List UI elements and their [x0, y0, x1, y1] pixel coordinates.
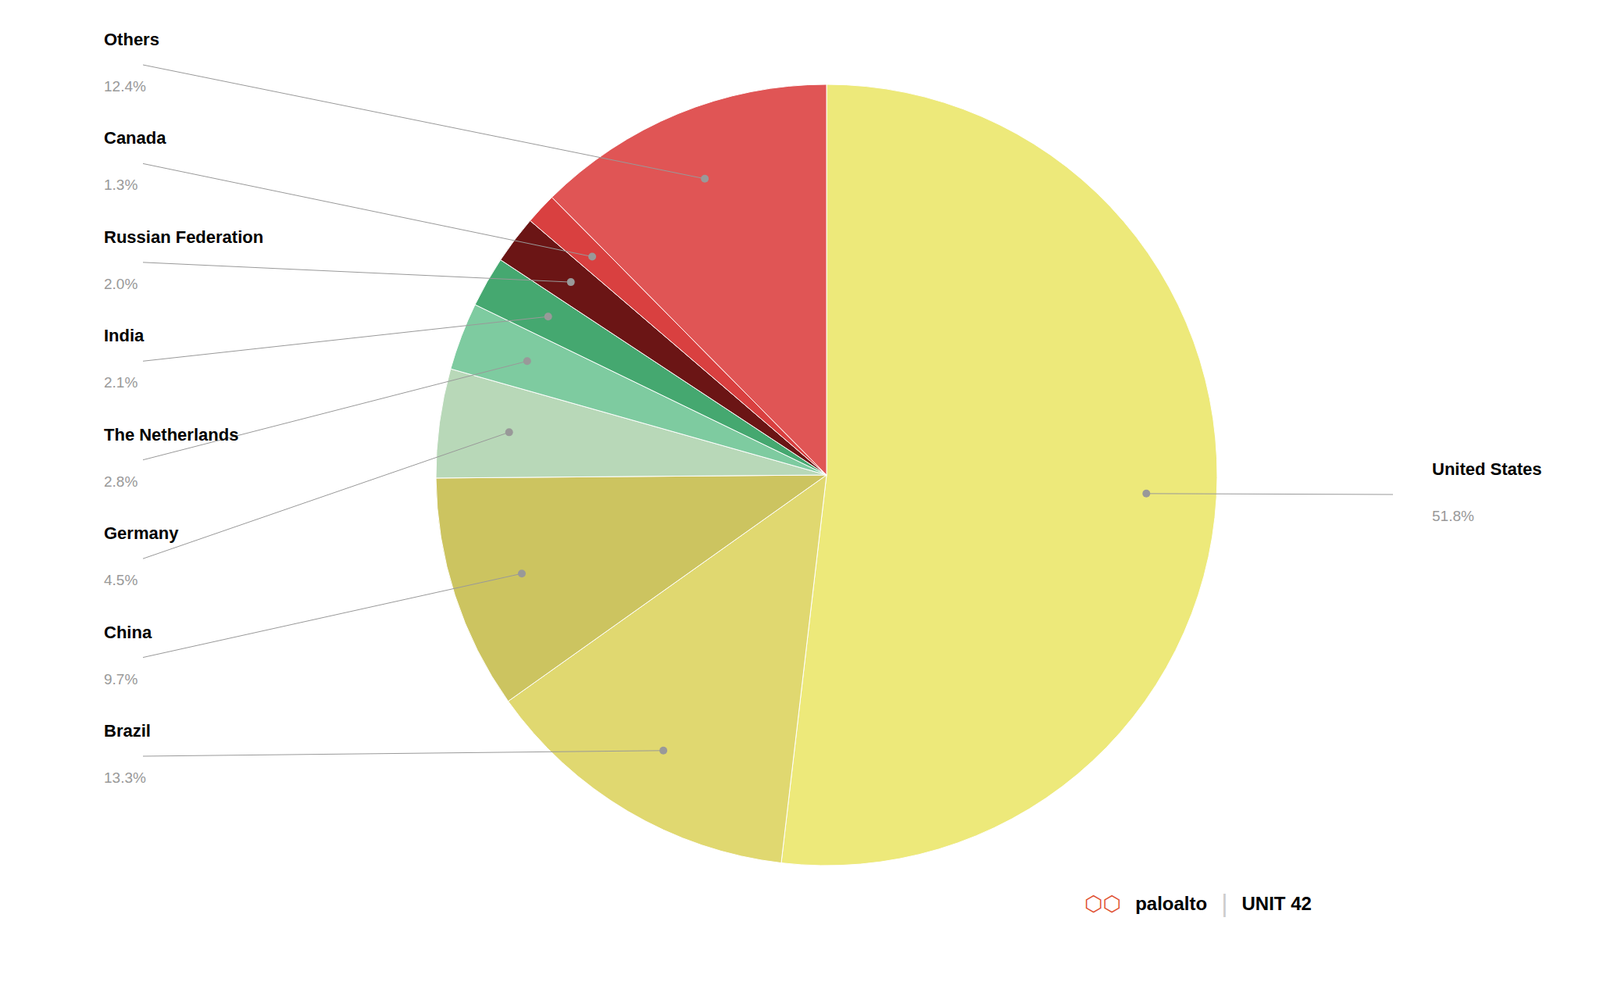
html-text:UNIT 42: UNIT 42	[1241, 892, 1312, 914]
svg-text:The Netherlands: The Netherlands	[103, 425, 239, 445]
svg-text:51.8%: 51.8%	[1432, 507, 1475, 525]
svg-text:India: India	[103, 325, 145, 346]
svg-text:Germany: Germany	[103, 523, 179, 543]
svg-text:2.8%: 2.8%	[103, 473, 138, 490]
svg-text:Canada: Canada	[103, 128, 167, 148]
svg-text:Others: Others	[103, 29, 160, 50]
svg-text:Brazil: Brazil	[103, 721, 151, 741]
html-text:paloalto: paloalto	[1135, 892, 1208, 914]
svg-text:12.4%: 12.4%	[103, 78, 147, 95]
svg-text:2.1%: 2.1%	[103, 374, 138, 391]
svg-text:9.7%: 9.7%	[103, 671, 138, 688]
svg-text:Russian Federation: Russian Federation	[103, 227, 264, 247]
svg-text:13.3%: 13.3%	[103, 769, 147, 786]
svg-text:1.3%: 1.3%	[103, 176, 138, 193]
svg-text:2.0%: 2.0%	[103, 275, 138, 293]
svg-text:4.5%: 4.5%	[103, 571, 138, 589]
svg-text:China: China	[103, 622, 153, 643]
svg-text:United States: United States	[1432, 459, 1543, 479]
